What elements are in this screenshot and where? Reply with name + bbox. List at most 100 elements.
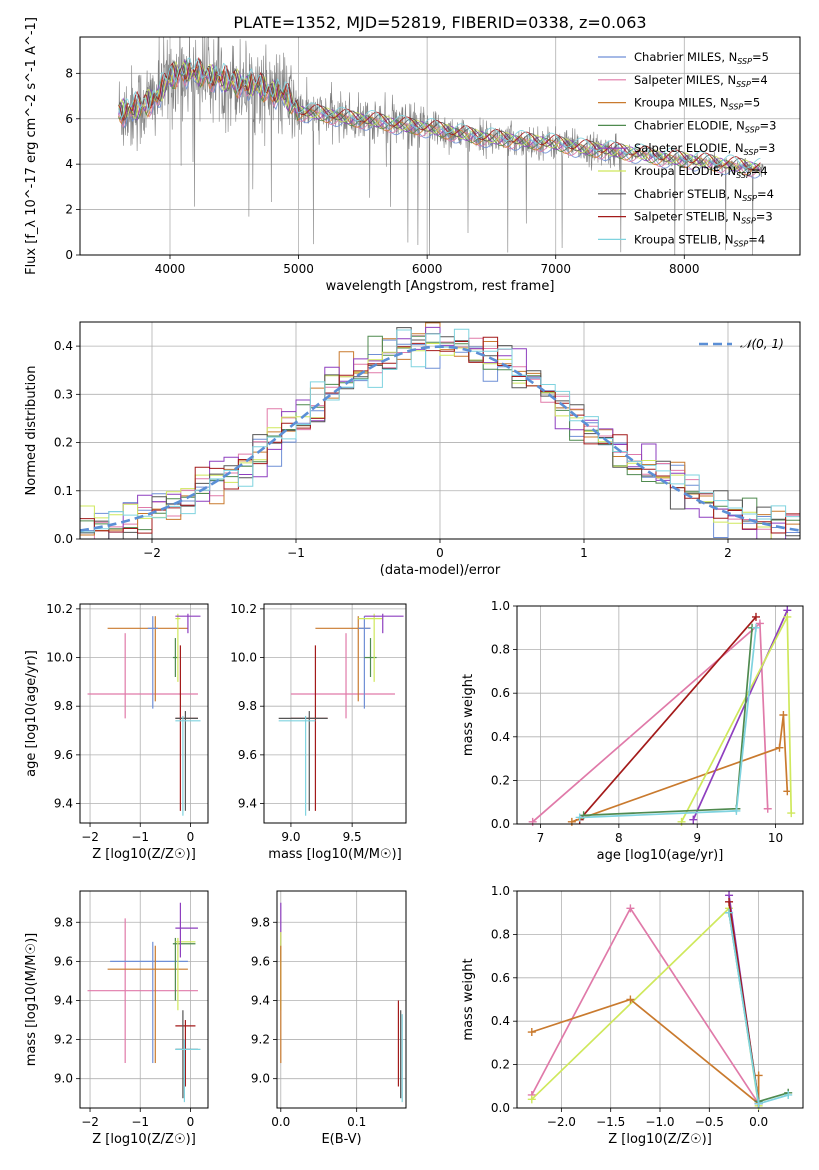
y-tick-label: 9.6 bbox=[251, 954, 270, 968]
x-tick-label: −2 bbox=[81, 1115, 99, 1129]
y-tick-label: 10.2 bbox=[230, 602, 257, 616]
x-tick-label: −0.5 bbox=[695, 1115, 724, 1129]
y-tick-label: 9.4 bbox=[54, 797, 73, 811]
mass-weight-marker bbox=[779, 711, 788, 719]
x-tick-label: 10 bbox=[768, 831, 783, 845]
y-tick-label: 9.2 bbox=[54, 1033, 73, 1047]
x-tick-label: 6000 bbox=[412, 262, 443, 276]
x-tick-label: −1.5 bbox=[596, 1115, 625, 1129]
y-axis-label: mass weight bbox=[461, 674, 476, 756]
model-spectrum-line bbox=[118, 57, 761, 169]
y-tick-label: 0.6 bbox=[491, 971, 510, 985]
mass-weight-marker bbox=[784, 1090, 793, 1099]
axes-frame bbox=[79, 890, 209, 1109]
y-tick-label: 9.8 bbox=[238, 699, 257, 713]
x-tick-label: 8000 bbox=[669, 262, 700, 276]
y-tick-label: 1.0 bbox=[491, 884, 510, 898]
mass-weight-marker bbox=[787, 809, 796, 818]
y-tick-label: 8 bbox=[65, 66, 73, 80]
y-tick-label: 9.2 bbox=[251, 1033, 270, 1047]
histogram-step-line bbox=[80, 328, 800, 535]
y-tick-label: 9.6 bbox=[54, 954, 73, 968]
y-tick-label: 9.8 bbox=[54, 915, 73, 929]
mass-weight-marker bbox=[775, 743, 784, 752]
mass-weight-marker bbox=[751, 623, 760, 632]
y-tick-label: 9.4 bbox=[238, 797, 257, 811]
model-spectrum-line bbox=[118, 64, 761, 177]
y-axis-label: Flux [f_λ 10^-17 erg cm^-2 s^-1 A^-1] bbox=[24, 17, 39, 275]
model-spectrum-line bbox=[118, 62, 761, 176]
axes-frame bbox=[276, 890, 407, 1109]
mass-weight-marker bbox=[755, 619, 764, 628]
x-tick-label: 8 bbox=[615, 831, 623, 845]
y-tick-label: 6 bbox=[65, 112, 73, 126]
mass-weight-line bbox=[531, 998, 760, 1106]
x-tick-label: 9 bbox=[693, 831, 701, 845]
y-tick-label: 9.0 bbox=[54, 1072, 73, 1086]
x-tick-label: 9.5 bbox=[343, 830, 362, 844]
x-tick-label: −1 bbox=[287, 546, 305, 560]
legend-label: Chabrier ELODIE, NSSP=3 bbox=[634, 118, 776, 134]
legend-label: Salpeter ELODIE, NSSP=3 bbox=[634, 141, 775, 157]
x-tick-label: 0 bbox=[187, 1115, 195, 1129]
panel-spectrum: 4000 5000 6000 7000 8000 0 2 4 6 8 wavelength [Ang… bbox=[24, 17, 801, 294]
y-tick-label: 0 bbox=[65, 248, 73, 262]
y-tick-label: 0.4 bbox=[491, 1014, 510, 1028]
y-tick-label: 0.2 bbox=[491, 773, 510, 787]
x-axis-label: Z [log10(Z/Z☉)] bbox=[92, 1132, 196, 1147]
y-tick-label: 1.0 bbox=[491, 599, 510, 613]
y-tick-label: 10.0 bbox=[46, 651, 73, 665]
mass-weight-marker bbox=[751, 612, 760, 621]
mass-weight-line bbox=[571, 714, 789, 823]
y-tick-label: 0.1 bbox=[54, 484, 73, 498]
x-tick-label: 1 bbox=[580, 546, 588, 560]
axes-frame bbox=[79, 603, 209, 824]
mass-weight-marker bbox=[626, 995, 635, 1004]
panel-age-vs-Z: −2 −1 0 9.4 9.6 9.8 10.0 10.2 Z [log10(Z/Z☉)] age… bbox=[24, 602, 209, 862]
y-tick-label: 9.8 bbox=[54, 699, 73, 713]
mass-weight-marker bbox=[763, 804, 772, 813]
x-tick-label: 0.0 bbox=[749, 1115, 768, 1129]
mass-weight-marker bbox=[754, 1071, 763, 1080]
y-tick-label: 0.6 bbox=[491, 686, 510, 700]
axes-frame bbox=[79, 36, 801, 256]
panel-mass-vs-ebv: 0.0 0.1 9.0 9.2 9.4 9.6 9.8 E(B-V) bbox=[251, 890, 407, 1147]
y-tick-label: 9.8 bbox=[251, 915, 270, 929]
y-tick-label: 0.4 bbox=[54, 339, 73, 353]
mass-weight-marker bbox=[725, 897, 734, 906]
y-axis-label: mass weight bbox=[461, 958, 476, 1040]
x-axis-label: Z [log10(Z/Z☉)] bbox=[608, 1132, 712, 1147]
mass-weight-marker bbox=[732, 806, 741, 815]
mass-weight-marker bbox=[575, 813, 584, 822]
model-spectrum-line bbox=[118, 60, 761, 174]
y-axis-label: mass [log10(M/M☉)] bbox=[24, 933, 39, 1066]
x-tick-label: −2.0 bbox=[547, 1115, 576, 1129]
x-axis-label: Z [log10(Z/Z☉)] bbox=[92, 847, 196, 862]
panel-mass-weight-vs-age: 7 8 9 10 0.0 0.2 0.4 0.6 0.8 1.0 age [log10(age/yr… bbox=[461, 599, 804, 863]
mass-weight-line bbox=[692, 610, 789, 820]
mass-weight-marker bbox=[626, 904, 635, 913]
x-tick-label: −1 bbox=[131, 1115, 149, 1129]
legend-label: 𝒩(0, 1) bbox=[740, 337, 784, 351]
x-tick-label: 4000 bbox=[155, 262, 186, 276]
y-tick-label: 0.8 bbox=[491, 927, 510, 941]
x-tick-label: 2 bbox=[724, 546, 732, 560]
legend-label: Kroupa ELODIE, NSSP=4 bbox=[634, 164, 768, 180]
y-tick-label: 0.4 bbox=[491, 730, 510, 744]
y-tick-label: 9.4 bbox=[251, 993, 270, 1007]
y-tick-label: 0.2 bbox=[491, 1058, 510, 1072]
panel-age-vs-mass: 9.0 9.5 9.4 9.6 9.8 10.0 10.2 mass [log10(M/M☉)… bbox=[230, 602, 407, 862]
legend-label: Kroupa STELIB, NSSP=4 bbox=[634, 232, 765, 248]
x-tick-label: −1.0 bbox=[645, 1115, 674, 1129]
mass-weight-marker bbox=[527, 1095, 536, 1104]
mass-weight-line bbox=[579, 616, 757, 821]
panel-mass-weight-vs-Z: −2.0 −1.5 −1.0 −0.5 0.0 0.0 0.2 0.4 0.6 0.8 1.0 Z [… bbox=[461, 884, 804, 1147]
y-axis-label: age [log10(age/yr)] bbox=[24, 650, 39, 777]
panel-mass-vs-Z: −2 −1 0 9.0 9.2 9.4 9.6 9.8 Z [log10(Z/Z☉)] mass … bbox=[24, 890, 209, 1147]
panel-residual-histogram: −2 −1 0 1 2 0.0 0.1 0.2 0.3 0.4 (data-model)/error… bbox=[24, 321, 801, 578]
x-axis-label: E(B-V) bbox=[321, 1132, 361, 1147]
x-axis-label: wavelength [Angstrom, rest frame] bbox=[326, 279, 555, 294]
